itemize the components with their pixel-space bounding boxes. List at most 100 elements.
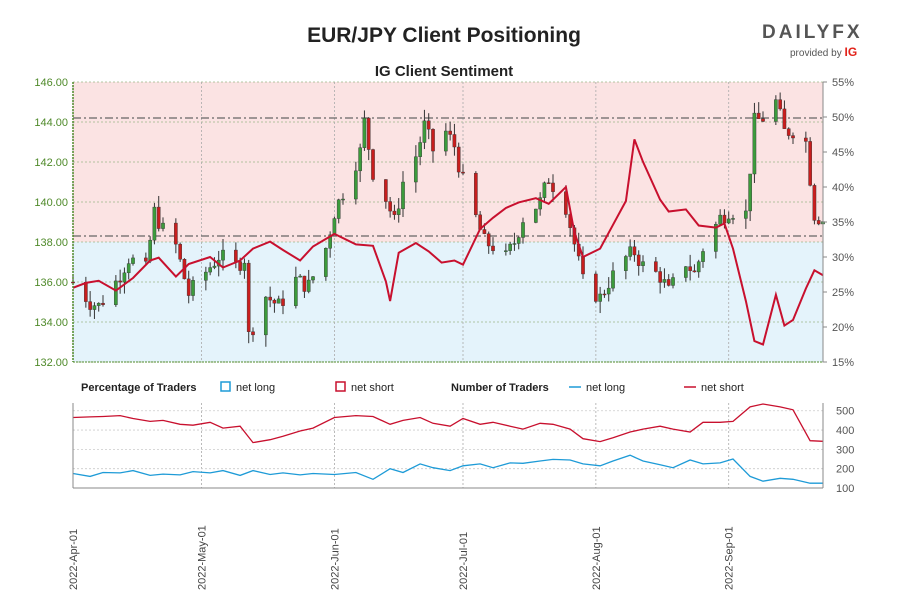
candle-body (388, 201, 392, 212)
candle-body (298, 275, 302, 278)
candle-body (551, 182, 555, 192)
pct-tick-label: 50% (832, 112, 854, 124)
candle-body (366, 117, 371, 150)
candle-body (671, 277, 675, 286)
candle-body (701, 251, 705, 262)
candle-body (786, 128, 791, 136)
candle-body (598, 293, 602, 302)
candle-body (212, 265, 217, 268)
date-tick-label: 2022-Jul-01 (458, 532, 470, 590)
price-tick-label: 136.00 (34, 277, 68, 289)
candle-body (122, 272, 127, 283)
candle-body (486, 233, 491, 247)
candle-body (234, 249, 238, 262)
candle-body (178, 243, 182, 260)
legend-pct-long-label: net long (236, 382, 275, 394)
candle-body (88, 301, 92, 310)
date-tick-label: 2022-Apr-01 (68, 529, 80, 590)
pct-tick-label: 30% (832, 252, 854, 264)
candle-body (431, 128, 435, 152)
candle-body (396, 208, 401, 215)
legend-pct-long-swatch (220, 381, 231, 392)
chart-subtitle: IG Client Sentiment (374, 63, 514, 80)
legend-pct-title: Percentage of Traders (81, 382, 197, 394)
legend-num-title: Number of Traders (451, 382, 549, 394)
candle-body (624, 256, 628, 271)
candle-body (761, 118, 765, 122)
price-tick-label: 144.00 (34, 117, 68, 129)
candle-body (688, 266, 692, 271)
candle-body (581, 255, 585, 275)
candle-body (666, 279, 671, 286)
pct-tick-label: 25% (832, 287, 854, 299)
legend-pct-short-swatch (335, 381, 346, 392)
candle-body (606, 287, 611, 295)
date-tick-label: 2022-May-01 (197, 525, 209, 590)
candle-body (251, 331, 255, 336)
candle-body (542, 182, 547, 198)
candle-body (602, 293, 607, 296)
price-tick-label: 138.00 (34, 237, 68, 249)
candle-body (71, 281, 75, 284)
pct-tick-label: 45% (832, 147, 854, 159)
candle-body (294, 276, 298, 306)
candle-body (208, 267, 212, 273)
candle-body (444, 130, 448, 152)
candle-body (281, 298, 285, 306)
candle-body (238, 261, 242, 271)
candle-body (401, 181, 405, 210)
candle-body (422, 120, 427, 143)
candle-body (654, 261, 658, 272)
candle-body (516, 237, 521, 244)
pct-tick-label: 40% (832, 182, 854, 194)
candle-body (611, 270, 615, 289)
candle-body (684, 266, 688, 278)
candle-body (718, 214, 722, 225)
logo-tagline: provided by IG (762, 45, 872, 59)
candle-body (161, 222, 165, 229)
candle-body (358, 147, 362, 172)
price-tick-label: 142.00 (34, 157, 68, 169)
reference-lines (73, 117, 823, 237)
candle-body (392, 210, 397, 215)
candle-body (418, 142, 422, 157)
legend-num-short-label: net short (701, 382, 744, 394)
date-tick-label: 2022-Jun-01 (329, 528, 341, 590)
candle-body (246, 262, 251, 332)
legend-num-long-label: net long (586, 382, 625, 394)
candle-body (101, 302, 105, 305)
pct-tick-label: 15% (832, 357, 854, 369)
candle-body (148, 239, 152, 262)
candle-body (504, 250, 508, 252)
candle-body (332, 218, 337, 236)
candle-body (336, 199, 341, 219)
candle-body (756, 112, 761, 119)
candle-body (371, 149, 375, 180)
traders-tick-label: 100 (836, 483, 854, 495)
candle-body (302, 275, 307, 292)
candle-body (324, 248, 328, 277)
candle-body (384, 179, 388, 202)
date-tick-label: 2022-Aug-01 (591, 526, 603, 590)
traders-tick-label: 400 (836, 425, 854, 437)
candle-body (354, 170, 358, 200)
candle-body (306, 279, 311, 292)
candle-body (461, 171, 465, 174)
chart-title: EUR/JPY Client Positioning (307, 24, 581, 47)
net-short-pct-line (72, 139, 824, 346)
tick-labels: 2022-Apr-01 2022-May-01 2022-Jun-01 2022-Ju… (34, 77, 854, 590)
candle-body (268, 296, 272, 301)
candle-body (221, 249, 225, 261)
candle-body (804, 137, 808, 142)
logo-provided-text: provided by (790, 48, 842, 59)
candle-body (791, 135, 795, 139)
traders-tick-label: 500 (836, 406, 854, 418)
candle-body (632, 246, 637, 256)
candle-body (748, 173, 752, 212)
candle-body (778, 99, 782, 110)
pct-tick-label: 55% (832, 77, 854, 89)
candle-body (521, 222, 525, 238)
candle-body (714, 224, 718, 252)
traders-grid (72, 403, 823, 489)
